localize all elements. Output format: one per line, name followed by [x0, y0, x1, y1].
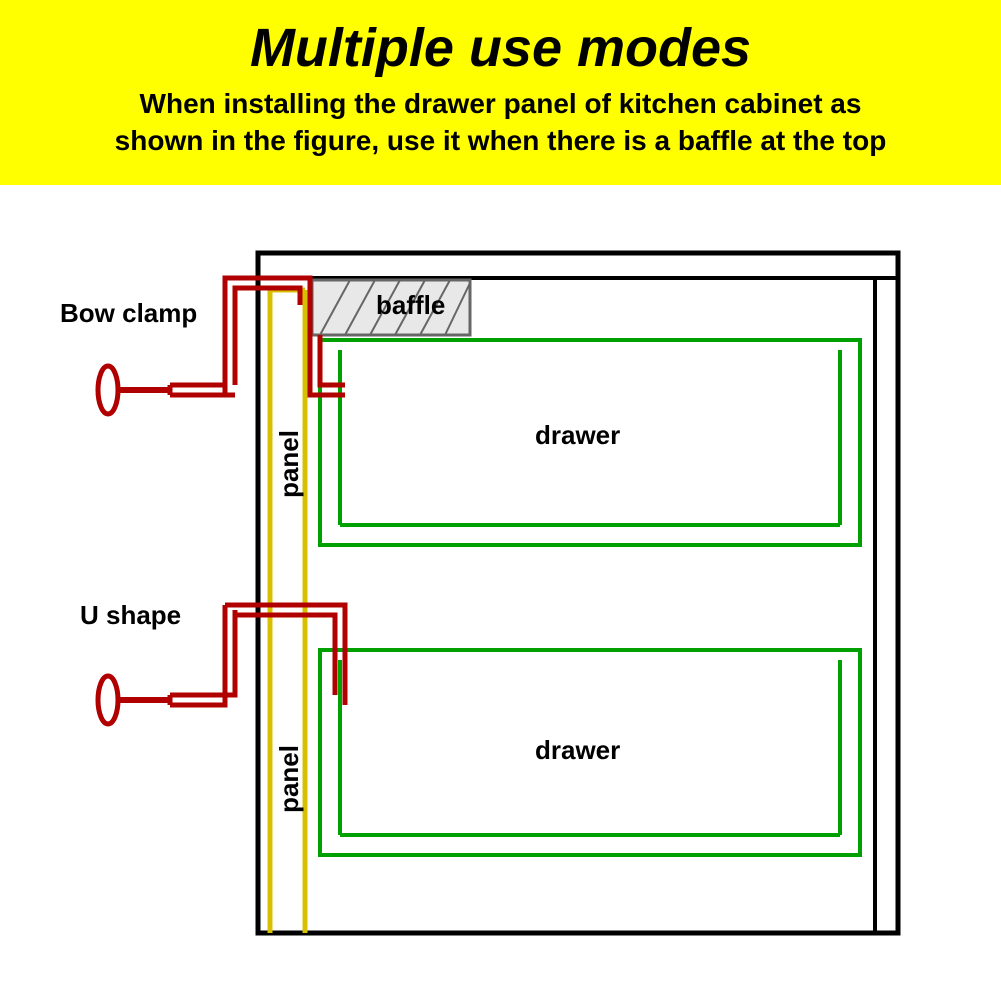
cabinet	[258, 253, 898, 933]
label-panel-1: panel	[274, 430, 305, 498]
label-drawer-1: drawer	[535, 420, 620, 451]
label-baffle: baffle	[376, 290, 445, 321]
label-panel-2: panel	[274, 745, 305, 813]
label-u-shape: U shape	[80, 600, 181, 631]
panel-strip	[270, 290, 305, 933]
label-bow-clamp: Bow clamp	[60, 298, 197, 329]
diagram-svg	[0, 0, 1001, 1001]
label-drawer-2: drawer	[535, 735, 620, 766]
